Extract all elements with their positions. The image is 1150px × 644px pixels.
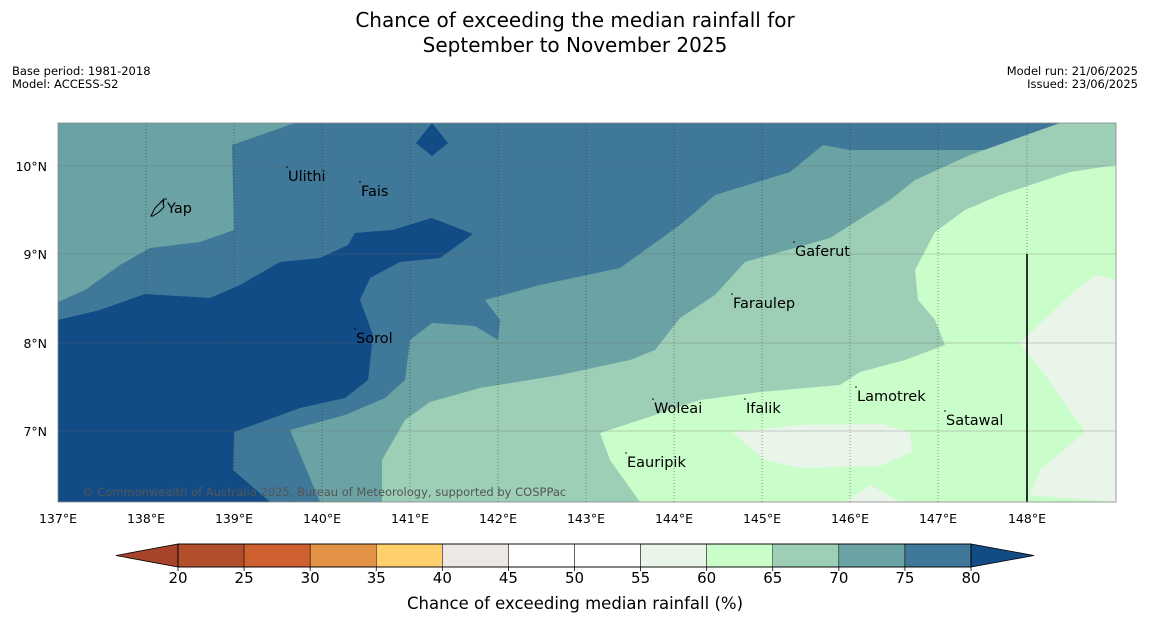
place-marker [731,293,733,295]
colorbar-segment [309,543,377,568]
zone-65-70-island [715,320,848,370]
colorbar-extend-low [115,543,179,568]
zone-60-65 [600,165,1116,502]
colorbar-segment [706,543,774,568]
colorbar-segment [772,543,840,568]
colorbar-segment [574,543,641,568]
lat-label: 9°N [23,247,47,262]
zone-55-60-south [732,424,912,468]
lat-label: 10°N [15,159,47,174]
place-label: Gaferut [795,244,850,260]
longitude-labels: 137°E 138°E 139°E 140°E 141°E 142°E 143°E 144°E… [39,511,1046,526]
colorbar: 20 25 30 35 40 45 50 55 60 65 70 75 80 [115,543,1035,587]
colorbar-tick-label: 30 [301,569,320,587]
lon-label: 145°E [743,511,781,526]
lon-label: 138°E [127,511,165,526]
colorbar-tick-label: 70 [829,569,848,587]
issued-date: Issued: 23/06/2025 [1027,77,1138,91]
colorbar-segment [442,543,509,568]
colorbar-segment [640,543,707,568]
latitude-labels: 10°N 9°N 8°N 7°N [15,159,47,439]
lon-label: 143°E [567,511,605,526]
colorbar-tick-label: 50 [565,569,584,587]
place-label: Sorol [356,331,393,347]
colorbar-segment [838,543,906,568]
place-label: Yap [166,201,192,217]
place-marker [793,241,795,243]
place-label: Faraulep [733,296,795,312]
colorbar-label: Chance of exceeding median rainfall (%) [406,594,744,613]
colorbar-segment [243,543,311,568]
zone-70-75-nw [58,123,295,302]
lon-label: 139°E [215,511,253,526]
place-marker [744,398,746,400]
yap-island-small [159,197,165,206]
place-marker [625,452,627,454]
lon-label: 148°E [1008,511,1046,526]
map-border [57,122,1117,503]
lon-label: 140°E [303,511,341,526]
place-marker [855,386,857,388]
place-marker [359,181,361,183]
colorbar-tick-label: 80 [961,569,980,587]
lon-label: 147°E [919,511,957,526]
base-period: Base period: 1981-2018 [12,64,151,78]
lon-label: 141°E [391,511,429,526]
colorbar-tick-label: 35 [367,569,386,587]
colorbar-segment [376,543,443,568]
title-line-2: September to November 2025 [422,33,728,57]
colorbar-tick-label: 60 [697,569,716,587]
meta-right: Model run: 21/06/2025 Issued: 23/06/2025 [1007,65,1138,91]
model-run: Model run: 21/06/2025 [1006,64,1138,78]
lon-label: 137°E [39,511,77,526]
lat-label: 7°N [23,424,47,439]
copyright-text: © Commonwealth of Australia 2025, Bureau… [82,485,566,499]
colorbar-tick-label: 65 [763,569,782,587]
colorbar-tick-label: 55 [631,569,650,587]
colorbar-tick-label: 40 [433,569,452,587]
colorbar-extend-high [970,543,1035,568]
place-marker [944,410,946,412]
place-marker [165,198,167,200]
colorbar-segment [177,543,245,568]
place-marker [652,398,654,400]
meta-left: Base period: 1981-2018 Model: ACCESS-S2 [12,65,151,91]
lon-label: 146°E [831,511,869,526]
colorbar-segment [904,543,972,568]
zone-55-60-east [1020,275,1116,502]
gridlines [58,123,1116,502]
place-marker [286,166,288,168]
place-label: Ifalik [746,401,781,417]
colorbar-tick-label: 25 [235,569,254,587]
colorbar-tick-label: 45 [499,569,518,587]
map-area: Ulithi Fais Yap Gaferut Faraulep Sorol Lamotre… [58,123,1116,502]
lon-label: 142°E [479,511,517,526]
zone-80-plus-north [416,123,448,156]
place-label: Satawal [946,413,1003,429]
title-line-1: Chance of exceeding the median rainfall … [355,8,795,32]
colorbar-segment [508,543,575,568]
place-label: Lamotrek [857,389,926,405]
place-labels: Ulithi Fais Yap Gaferut Faraulep Sorol Lamotre… [165,166,1003,471]
place-label: Woleai [654,401,702,417]
zone-55-60-sw [845,485,900,502]
colorbar-tick-label: 20 [168,569,187,587]
lat-label: 8°N [23,336,47,351]
model-name: Model: ACCESS-S2 [12,77,119,91]
map-title: Chance of exceeding the median rainfall … [0,8,1150,58]
place-label: Fais [361,184,388,200]
place-label: Eauripik [627,455,686,471]
lon-label: 144°E [655,511,693,526]
place-marker [354,328,356,330]
place-label: Ulithi [288,169,326,185]
colorbar-tick-label: 75 [895,569,914,587]
